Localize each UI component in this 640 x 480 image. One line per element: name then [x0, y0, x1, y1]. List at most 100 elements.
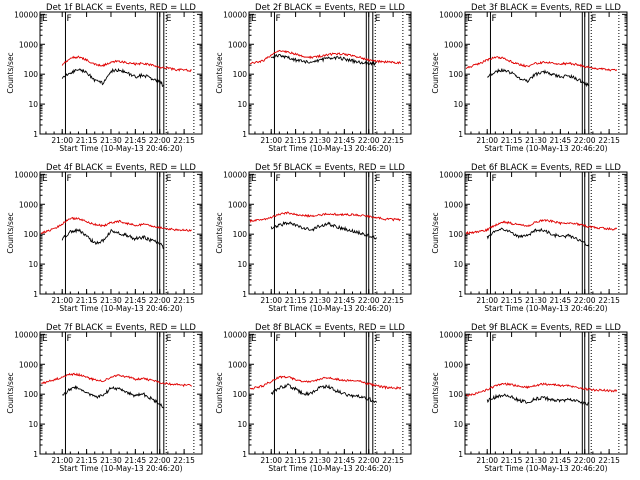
panel-title: Det 3f BLACK = Events, RED = LLD	[471, 3, 621, 13]
x-axis-label: Start Time (10-May-13 20:46:20)	[268, 464, 391, 473]
x-axis-label: Start Time (10-May-13 20:46:20)	[59, 144, 182, 153]
y-tick-label: 10	[453, 260, 463, 269]
end-marker-label: E	[375, 334, 381, 344]
x-tick-label: 21:45	[550, 456, 572, 465]
y-tick-label: 1	[458, 450, 463, 459]
x-tick-label: 22:15	[598, 296, 620, 305]
y-tick-label: 1000	[444, 40, 463, 49]
corner-marker-label: E	[467, 334, 473, 344]
plot-frame	[248, 331, 412, 455]
panel-title: Det 1f BLACK = Events, RED = LLD	[46, 3, 196, 13]
y-tick-label: 10	[28, 260, 38, 269]
x-tick-label: 22:00	[358, 296, 380, 305]
x-tick-label: 21:00	[51, 296, 73, 305]
x-tick-label: 21:00	[476, 136, 498, 145]
detector-panel: Det 6f BLACK = Events, RED = LLD 1 10 100 10…	[431, 163, 628, 313]
x-tick-label: 21:15	[76, 296, 98, 305]
end-marker-label: E	[591, 334, 597, 344]
events-series-line	[270, 53, 377, 67]
panel-title: Det 2f BLACK = Events, RED = LLD	[255, 3, 405, 13]
y-tick-label: 10	[453, 420, 463, 429]
corner-marker-label: E	[467, 14, 473, 24]
x-tick-label: 21:00	[260, 136, 282, 145]
x-tick-label: 21:15	[76, 136, 98, 145]
x-tick-label: 22:00	[358, 136, 380, 145]
y-tick-label: 10000	[14, 170, 38, 179]
lld-series-line	[465, 219, 618, 235]
x-tick-label: 22:15	[598, 136, 620, 145]
x-tick-label: 22:15	[382, 456, 404, 465]
detector-panel: Det 9f BLACK = Events, RED = LLD 1 10 100 10…	[431, 323, 628, 473]
detector-panel: Det 5f BLACK = Events, RED = LLD 1 10 100 10…	[215, 163, 412, 313]
y-tick-label: 1000	[19, 360, 38, 369]
y-tick-label: 1000	[228, 40, 247, 49]
y-tick-label: 10000	[223, 10, 247, 19]
y-tick-label: 100	[449, 230, 464, 239]
x-axis-label: Start Time (10-May-13 20:46:20)	[484, 304, 607, 313]
x-tick-label: 21:00	[51, 456, 73, 465]
lld-series-line	[465, 56, 618, 72]
x-axis-label: Start Time (10-May-13 20:46:20)	[59, 464, 182, 473]
y-axis-label: Counts/sec	[6, 52, 15, 93]
y-tick-label: 10	[453, 100, 463, 109]
end-marker-label: E	[166, 14, 172, 24]
y-axis-label: Counts/sec	[215, 52, 224, 93]
y-axis-label: Counts/sec	[215, 212, 224, 253]
end-marker-label: E	[166, 334, 172, 344]
x-tick-label: 22:00	[574, 296, 596, 305]
x-tick-label: 21:15	[501, 136, 523, 145]
y-tick-label: 1000	[228, 200, 247, 209]
corner-marker-label: E	[42, 14, 48, 24]
lld-series-line	[41, 372, 193, 388]
events-series-line	[62, 384, 165, 409]
y-tick-label: 1000	[228, 360, 247, 369]
x-tick-label: 22:00	[149, 136, 171, 145]
y-tick-label: 1000	[444, 200, 463, 209]
y-tick-label: 10000	[439, 10, 463, 19]
lld-series-line	[40, 216, 193, 235]
events-series-line	[486, 393, 590, 406]
y-tick-label: 100	[24, 70, 39, 79]
y-tick-label: 1	[458, 290, 463, 299]
y-axis-label: Counts/sec	[6, 372, 15, 413]
lld-series-line	[249, 211, 401, 224]
corner-marker-label: E	[251, 334, 257, 344]
y-tick-label: 10000	[223, 170, 247, 179]
x-tick-label: 21:00	[260, 456, 282, 465]
y-tick-label: 10000	[14, 330, 38, 339]
x-tick-label: 21:30	[100, 456, 122, 465]
events-series-line	[61, 67, 165, 87]
panel-title: Det 8f BLACK = Events, RED = LLD	[255, 323, 405, 333]
plot-frame	[464, 171, 628, 295]
plot-frame	[39, 11, 203, 135]
x-tick-label: 22:15	[173, 136, 195, 145]
y-tick-label: 100	[233, 230, 248, 239]
y-tick-label: 100	[24, 390, 39, 399]
y-axis-label: Counts/sec	[431, 52, 440, 93]
y-tick-label: 1000	[19, 200, 38, 209]
x-axis-label: Start Time (10-May-13 20:46:20)	[484, 464, 607, 473]
panel-title: Det 7f BLACK = Events, RED = LLD	[46, 323, 196, 333]
events-series-line	[270, 221, 377, 240]
y-tick-label: 1	[242, 130, 247, 139]
start-marker-label: F	[66, 174, 71, 184]
y-tick-label: 100	[449, 70, 464, 79]
x-axis-label: Start Time (10-May-13 20:46:20)	[484, 144, 607, 153]
x-tick-label: 21:45	[334, 296, 356, 305]
x-tick-label: 21:15	[285, 456, 307, 465]
start-marker-label: F	[275, 334, 280, 344]
y-tick-label: 1	[242, 290, 247, 299]
x-axis-label: Start Time (10-May-13 20:46:20)	[268, 144, 391, 153]
x-tick-label: 21:45	[550, 136, 572, 145]
x-tick-label: 22:15	[598, 456, 620, 465]
y-tick-label: 1000	[19, 40, 38, 49]
x-tick-label: 22:00	[149, 296, 171, 305]
y-tick-label: 10000	[14, 10, 38, 19]
y-tick-label: 10	[237, 420, 247, 429]
detector-panel: Det 2f BLACK = Events, RED = LLD 1 10 100 10…	[215, 3, 412, 153]
x-tick-label: 21:30	[100, 296, 122, 305]
end-marker-label: E	[375, 174, 381, 184]
x-tick-label: 21:15	[285, 136, 307, 145]
y-tick-label: 1000	[444, 360, 463, 369]
